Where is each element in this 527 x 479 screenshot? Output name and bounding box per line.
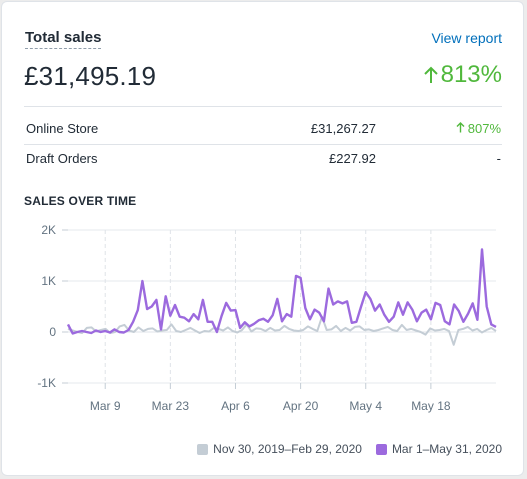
chart-title: SALES OVER TIME xyxy=(24,194,137,208)
divider xyxy=(24,106,502,107)
breakdown-row-draft-orders: Draft Orders £227.92 - xyxy=(26,151,501,171)
channel-change: 807% xyxy=(456,121,501,136)
channel-change-value: 807% xyxy=(467,121,501,136)
legend-label: Mar 1–May 31, 2020 xyxy=(391,442,502,456)
series-line-current xyxy=(66,248,497,335)
view-report-link[interactable]: View report xyxy=(431,30,502,46)
channel-change-value: - xyxy=(496,151,501,166)
chart-legend: Nov 30, 2019–Feb 29, 2020 Mar 1–May 31, … xyxy=(197,442,502,456)
legend-label: Nov 30, 2019–Feb 29, 2020 xyxy=(213,442,362,456)
x-tick-label: Mar 23 xyxy=(152,399,190,413)
growth-indicator: 813% xyxy=(423,61,502,89)
arrow-up-icon xyxy=(423,66,439,84)
sales-over-time-chart: 2K 1K 0 -1K Mar 9 Mar 23 Apr 6 Apr 20 May 4 May 1… xyxy=(37,223,497,413)
x-tick-label: May 4 xyxy=(349,399,382,413)
y-tick-label: -1K xyxy=(37,376,56,390)
x-tick-label: May 18 xyxy=(411,399,451,413)
series-line-previous xyxy=(67,315,497,346)
legend-swatch xyxy=(197,443,209,455)
x-tick-label: Mar 9 xyxy=(90,399,121,413)
growth-value: 813% xyxy=(440,61,502,88)
legend-item-previous[interactable]: Nov 30, 2019–Feb 29, 2020 xyxy=(197,442,362,456)
y-tick-label: 2K xyxy=(41,223,56,237)
breakdown-row-online-store: Online Store £31,267.27 807% xyxy=(26,121,501,141)
channel-amount: £31,267.27 xyxy=(310,121,376,136)
divider xyxy=(24,144,502,145)
x-tick-label: Apr 6 xyxy=(221,399,250,413)
legend-item-current[interactable]: Mar 1–May 31, 2020 xyxy=(375,442,502,456)
x-tick-label: Apr 20 xyxy=(283,399,319,413)
y-tick-label: 1K xyxy=(41,274,56,288)
channel-name: Online Store xyxy=(26,121,99,136)
total-sales-value: £31,495.19 xyxy=(24,61,157,91)
arrow-up-icon xyxy=(456,121,465,136)
channel-name: Draft Orders xyxy=(26,151,98,166)
y-tick-label: 0 xyxy=(49,325,56,339)
legend-swatch xyxy=(375,443,387,455)
card-title[interactable]: Total sales xyxy=(25,29,102,49)
channel-change: - xyxy=(497,151,501,166)
channel-amount: £227.92 xyxy=(329,151,376,166)
